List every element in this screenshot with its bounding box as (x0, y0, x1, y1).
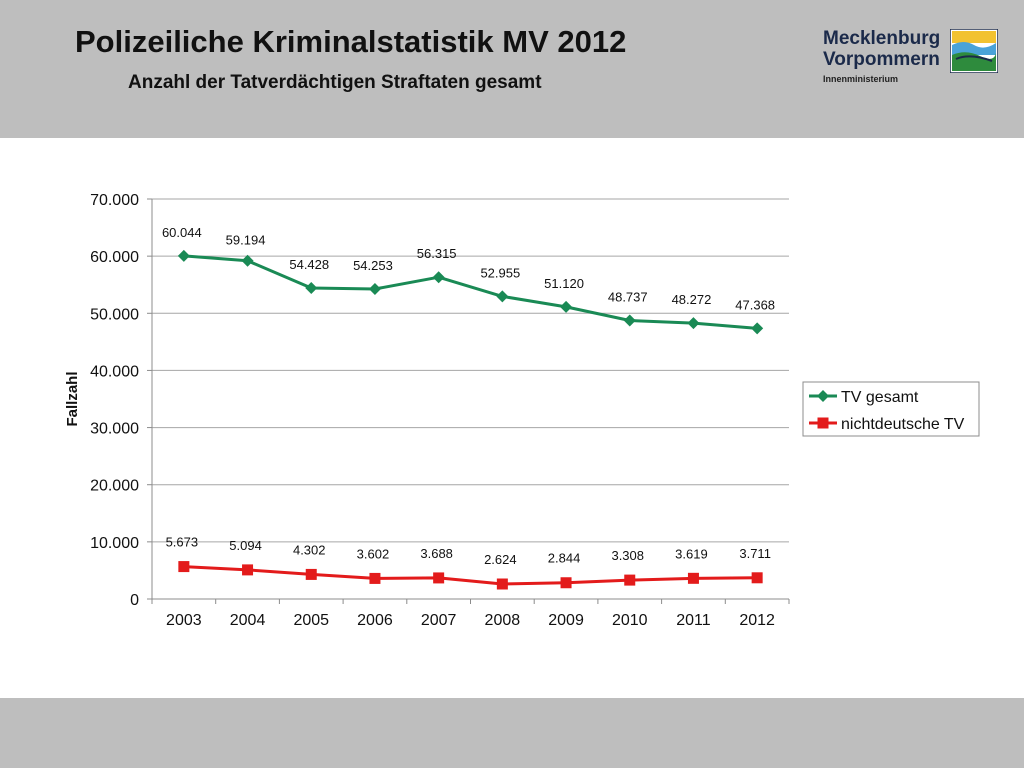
x-tick-label: 2010 (612, 612, 648, 629)
y-tick-label: 10.000 (90, 535, 139, 552)
legend-box (802, 381, 980, 437)
data-point-diamond (305, 281, 318, 294)
y-tick-label: 0 (130, 592, 139, 609)
data-point-square (496, 578, 508, 590)
data-label: 3.619 (675, 546, 708, 561)
data-point-diamond (687, 317, 700, 330)
x-tick-label: 2004 (230, 612, 266, 629)
data-point-diamond (560, 300, 573, 313)
data-label: 59.194 (226, 233, 266, 248)
x-tick-label: 2006 (357, 612, 393, 629)
header-band (0, 0, 1024, 138)
data-label: 47.368 (735, 297, 775, 312)
data-point-square (751, 572, 763, 584)
y-tick-label: 60.000 (90, 249, 139, 266)
data-label: 4.302 (293, 542, 326, 557)
data-point-square (433, 572, 445, 584)
data-label: 52.955 (480, 265, 520, 280)
data-point-square (687, 572, 699, 584)
logo-line-ministry: Innenministerium (823, 74, 899, 84)
data-point-diamond (432, 271, 445, 284)
data-point-diamond (623, 314, 636, 327)
data-point-square (624, 574, 636, 586)
x-tick-label: 2008 (485, 612, 521, 629)
data-label: 60.044 (162, 225, 202, 240)
series-line-tv-gesamt (183, 254, 758, 330)
y-tick-label: 70.000 (90, 192, 139, 209)
data-point-square (560, 577, 572, 589)
data-point-square (178, 561, 190, 573)
data-label: 3.602 (357, 546, 390, 561)
data-point-square (242, 564, 254, 576)
y-tick-label: 20.000 (90, 478, 139, 495)
data-label: 3.711 (739, 546, 771, 561)
y-tick-label: 30.000 (90, 421, 139, 438)
data-point-diamond (751, 322, 764, 335)
data-label: 48.737 (608, 290, 648, 305)
logo-line-mecklenburg: Mecklenburg (823, 28, 941, 49)
x-tick-label: 2009 (548, 612, 584, 629)
x-tick-label: 2007 (421, 612, 457, 629)
x-tick-label: 2003 (166, 612, 202, 629)
data-point-diamond (496, 290, 509, 303)
data-point-square (817, 417, 829, 429)
data-label: 56.315 (417, 246, 457, 261)
data-point-diamond (177, 249, 190, 262)
legend-label: TV gesamt (841, 389, 919, 406)
data-label: 54.253 (353, 258, 393, 273)
x-tick-label: 2011 (676, 612, 711, 629)
state-logo: Mecklenburg Vorpommern Innenministerium (823, 28, 940, 84)
x-tick-label: 2005 (293, 612, 329, 629)
page-title: Polizeiliche Kriminalstatistik MV 2012 (75, 24, 627, 59)
data-point-square (305, 568, 317, 580)
y-tick-label: 40.000 (90, 363, 139, 380)
data-point-square (369, 572, 381, 584)
data-label: 54.428 (289, 257, 329, 272)
data-point-diamond (241, 254, 254, 267)
footer-band (0, 698, 1024, 768)
data-point-diamond (817, 390, 829, 402)
data-label: 3.688 (420, 546, 453, 561)
data-label: 2.844 (548, 551, 581, 566)
x-tick-label: 2012 (739, 612, 775, 629)
state-emblem-icon (950, 29, 998, 73)
data-label: 51.120 (544, 276, 584, 291)
data-label: 5.673 (166, 535, 199, 550)
page-subtitle: Anzahl der Tatverdächtigen Straftaten ge… (128, 72, 542, 93)
data-label: 2.624 (484, 552, 517, 567)
data-label: 5.094 (229, 538, 262, 553)
data-point-diamond (368, 282, 381, 295)
y-tick-label: 50.000 (90, 306, 139, 323)
data-label: 48.272 (672, 292, 712, 307)
series-line-nichtdeutsche-tv (183, 565, 758, 586)
legend-label: nichtdeutsche TV (841, 416, 965, 433)
y-axis-title: Fallzahl (64, 371, 81, 426)
logo-line-vorpommern: Vorpommern (823, 49, 940, 70)
data-label: 3.308 (611, 548, 644, 563)
line-chart: 0 10.000 20.000 30.000 40.000 50.000 60.000 70.… (64, 192, 980, 629)
